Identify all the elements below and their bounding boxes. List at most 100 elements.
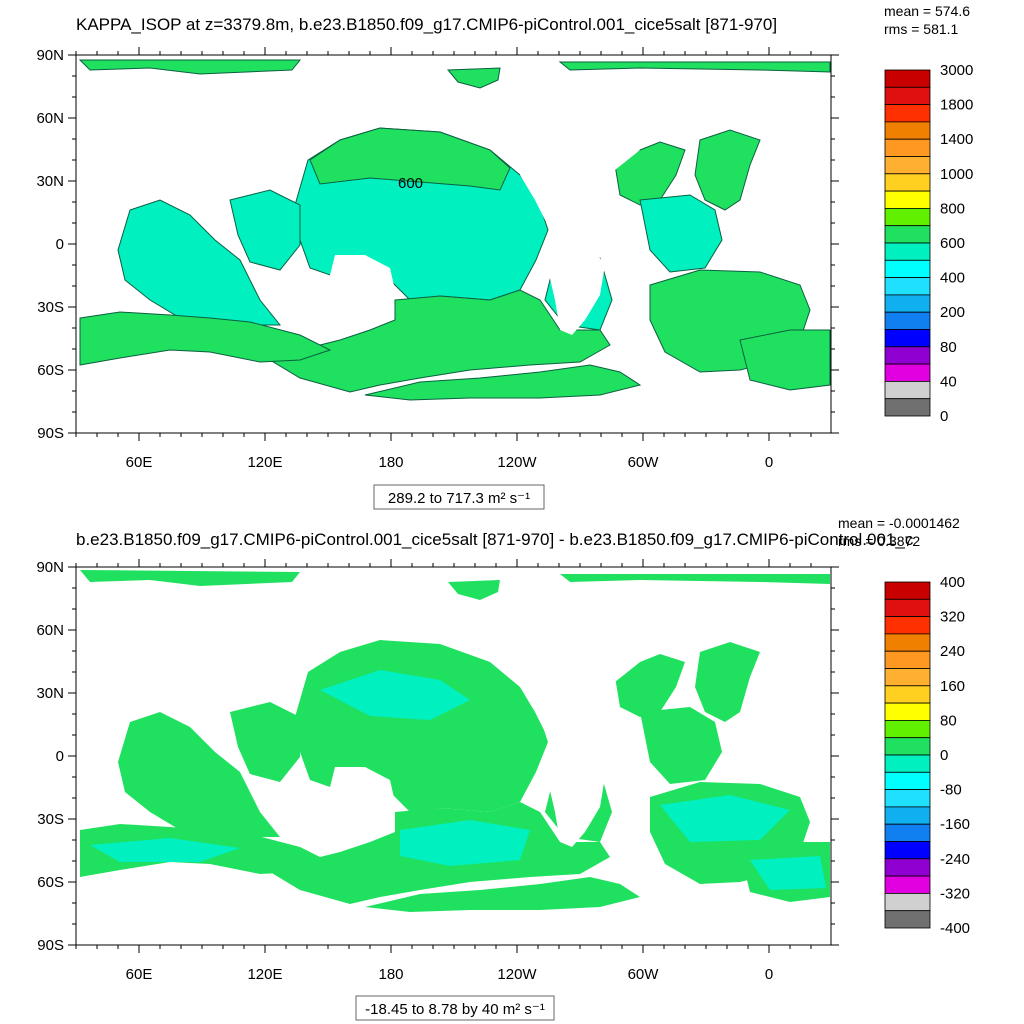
colorbar-label: 80 [940,712,957,729]
lon-tick-label: 180 [378,454,403,471]
lat-tick-label: 30N [36,685,64,702]
colorbar-box [884,702,931,721]
lon-tick-label: 60E [126,454,153,471]
colorbar-box [884,346,931,365]
lon-tick-label: 60W [628,454,660,471]
lat-tick-label: 90S [37,425,64,442]
panel-top-range-box [373,484,545,510]
diff-atlantic-tropical [640,707,722,784]
lat-tick-label: 0 [56,236,64,253]
panel-top-range-text: 289.2 to 717.3 m² s⁻¹ [388,490,530,507]
ocean-pacific-north-band [309,127,511,191]
panel-bottom-title: b.e23.B1850.f09_g17.CMIP6-piControl.001_… [76,530,914,549]
colorbar-box [884,311,931,330]
ocean-southern-west [79,311,332,366]
lat-tick-label: 60N [36,622,64,639]
ocean-atlantic-northeast [694,129,761,211]
colorbar-box [884,910,931,929]
panel-bottom-mean: mean = -0.0001462 [838,515,960,531]
colorbar-box [884,242,931,261]
colorbar-box [884,858,931,877]
lat-tick-label: 60N [36,110,64,127]
colorbar-box [884,156,931,175]
panel-bottom-axes: 90N 60N 30N 0 30S 60S 90S 60E 120E 180 120W 60W 0 [36,559,839,983]
panel-top-range-note: 289.2 to 717.3 m² s⁻¹ [373,484,545,510]
ocean-north-atlantic [614,141,686,206]
colorbar-box [884,754,931,773]
lon-tick-label: 60E [126,966,153,983]
colorbar-box [884,259,931,278]
lat-tick-label: 60S [37,362,64,379]
land-southern-gap [150,360,280,384]
colorbar-box [884,737,931,756]
colorbar-box [884,616,931,635]
lon-tick-label: 120E [247,966,282,983]
colorbar-label: -400 [940,920,970,937]
colorbar-box [884,380,931,400]
colorbar-box [884,720,931,739]
diff-cyan-atlantic [660,795,790,842]
land-north-america [520,125,640,240]
ocean-atlantic-tropical [639,194,723,273]
lat-tick-label: 30S [37,811,64,828]
colorbar-box [884,668,931,687]
colorbar-box [884,685,931,704]
diff-land-south-america [548,752,605,847]
panel-top-rms: rms = 581.1 [884,21,959,37]
lon-tick-label: 0 [765,966,773,983]
colorbar-box [884,329,931,348]
colorbar-box [884,225,931,244]
colorbar-box [884,173,931,192]
colorbar-box [884,398,931,417]
lat-tick-label: 90N [36,47,64,64]
panel-top-axes: 90N 60N 30N 0 30S 60S 90S 60E 120E 180 120W 60W 0 [36,47,839,471]
colorbar-box [884,893,931,912]
diff-land-north-america [520,637,640,752]
diff-arctic-patch [448,580,500,600]
panel-top-mean: mean = 574.6 [884,3,970,19]
land-antarctica [80,392,830,432]
lat-tick-label: 90N [36,559,64,576]
diff-arctic-strip [80,570,300,586]
lat-tick-label: 90S [37,937,64,954]
colorbar-label: 0 [940,408,948,425]
ocean-south-pacific [268,289,611,393]
lat-tick-label: 0 [56,748,64,765]
lat-tick-label: 30N [36,173,64,190]
colorbar-box [884,363,931,382]
colorbar-box [884,789,931,808]
diff-cyan-pacific [320,670,470,720]
lat-tick-label: 60S [37,874,64,891]
panel-bottom-colorbar: 400 320 240 160 80 0 -80 -160 -240 -320 -400 [884,574,970,937]
colorbar-label: 1800 [940,97,973,114]
diff-west-pacific [230,702,300,782]
diff-atlantic-northeast [695,642,760,722]
panel-bottom-rms: rms = 0.3872 [838,533,920,549]
colorbar-label: 320 [940,609,965,626]
colorbar-label: 600 [940,235,965,252]
panel-bottom-range-text: -18.45 to 8.78 by 40 m² s⁻¹ [365,1001,545,1018]
colorbar-box [884,581,931,600]
diff-southern-deep [365,877,640,912]
colorbar-label: 80 [940,339,957,356]
colorbar-box [884,277,931,296]
diff-cyan-south [400,820,530,866]
colorbar-box [884,823,931,842]
panel-top-title: KAPPA_ISOP at z=3379.8m, b.e23.B1850.f09… [76,15,777,34]
lon-tick-label: 0 [765,454,773,471]
colorbar-box [884,190,931,209]
ocean-southern-deep [364,364,642,401]
colorbar-label: 400 [940,574,965,591]
colorbar-box [884,86,931,106]
diff-cyan-southern-east [750,856,826,890]
lat-tick-label: 30S [37,299,64,316]
colorbar-label: 800 [940,200,965,217]
colorbar-box [884,633,931,652]
lon-tick-label: 120W [497,454,537,471]
ocean-indian [117,199,282,326]
lon-tick-label: 120W [497,966,537,983]
ocean-southern-east [739,329,831,391]
ocean-arctic-patch [446,67,501,89]
land-australia [330,255,395,308]
